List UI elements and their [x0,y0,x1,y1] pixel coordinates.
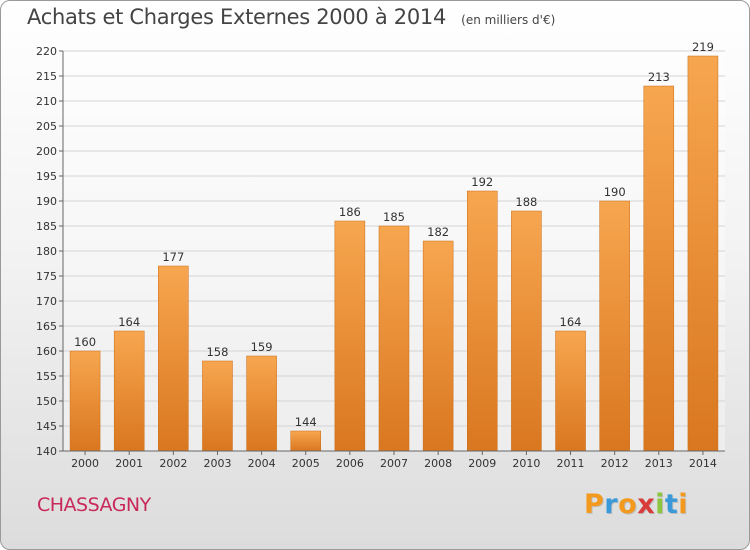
data-label: 164 [118,315,140,329]
x-tick-label: 2014 [689,457,717,470]
bars: 160 164 177 158 159 144 186 185 182 192 188 164 190 2… [69,40,719,452]
chart-unit: (en milliers d'€) [461,13,556,27]
data-label: 177 [162,250,184,264]
x-tick-label: 2003 [203,457,231,470]
data-label: 182 [427,225,449,239]
brand-letter: t [664,489,679,520]
x-tick-label: 2011 [557,457,585,470]
bar-2003 [202,360,233,452]
y-tick-label: 145 [36,420,57,433]
y-tick-label: 195 [36,170,57,183]
y-tick-label: 175 [36,270,57,283]
bar-2005 [290,430,321,452]
data-label: 158 [206,345,228,359]
data-label: 188 [515,195,537,209]
data-label: 185 [383,210,405,224]
data-label: 213 [648,70,670,84]
x-tick-label: 2001 [115,457,143,470]
brand-letter: o [618,489,638,520]
brand-letter: x [637,489,656,520]
y-tick-label: 210 [36,95,57,108]
x-tick-label: 2012 [601,457,629,470]
y-tick-label: 140 [36,445,57,458]
chart-title: Achats et Charges Externes 2000 à 2014 [27,5,447,29]
bar-2006 [334,220,366,452]
y-tick-label: 205 [36,120,57,133]
brand-letter: i [678,489,689,520]
brand-letter: i [655,489,665,520]
data-label: 160 [74,335,96,349]
y-tick-label: 185 [36,220,57,233]
y-tick-label: 160 [36,345,57,358]
x-tick-label: 2008 [424,457,452,470]
x-tick-label: 2013 [645,457,673,470]
data-label: 144 [295,415,317,429]
bar-2010 [511,210,542,452]
data-label: 164 [560,315,582,329]
bar-2001 [113,330,145,452]
y-tick-label: 200 [36,145,57,158]
bar-2007 [378,225,410,452]
x-tick-label: 2000 [71,457,99,470]
x-tick-label: 2010 [512,457,540,470]
x-tick-label: 2005 [292,457,320,470]
data-label: 186 [339,205,361,219]
x-tick-label: 2004 [248,457,276,470]
y-tick-label: 170 [36,295,57,308]
bar-2009 [467,190,498,452]
bar-2002 [158,265,189,452]
brand-letter: r [604,489,619,520]
brand-letter: P [584,489,605,520]
data-label: 159 [251,340,273,354]
bar-2004 [246,355,277,452]
y-tick-label: 190 [36,195,57,208]
y-tick-label: 155 [36,370,57,383]
y-tick-label: 150 [36,395,57,408]
x-tick-label: 2002 [159,457,187,470]
title-block: Achats et Charges Externes 2000 à 2014 (… [27,5,555,29]
x-tick-label: 2007 [380,457,408,470]
y-tick-label: 165 [36,320,57,333]
bar-2013 [643,85,675,452]
data-label: 219 [692,40,714,54]
bar-2008 [422,240,454,452]
x-tick-label: 2006 [336,457,364,470]
bar-2012 [599,200,630,452]
y-tick-label: 220 [36,45,57,58]
bar-2011 [555,330,586,452]
bar-2014 [687,55,719,452]
bar-2000 [69,350,101,452]
data-label: 192 [471,175,493,189]
commune-name: CHASSAGNY [37,494,151,516]
brand-logo: Proxiti [584,489,688,520]
y-tick-label: 215 [36,70,57,83]
data-label: 190 [604,185,626,199]
y-tick-label: 180 [36,245,57,258]
x-tick-label: 2009 [468,457,496,470]
axes: 1401451501551601651701751801851901952002… [36,45,725,470]
